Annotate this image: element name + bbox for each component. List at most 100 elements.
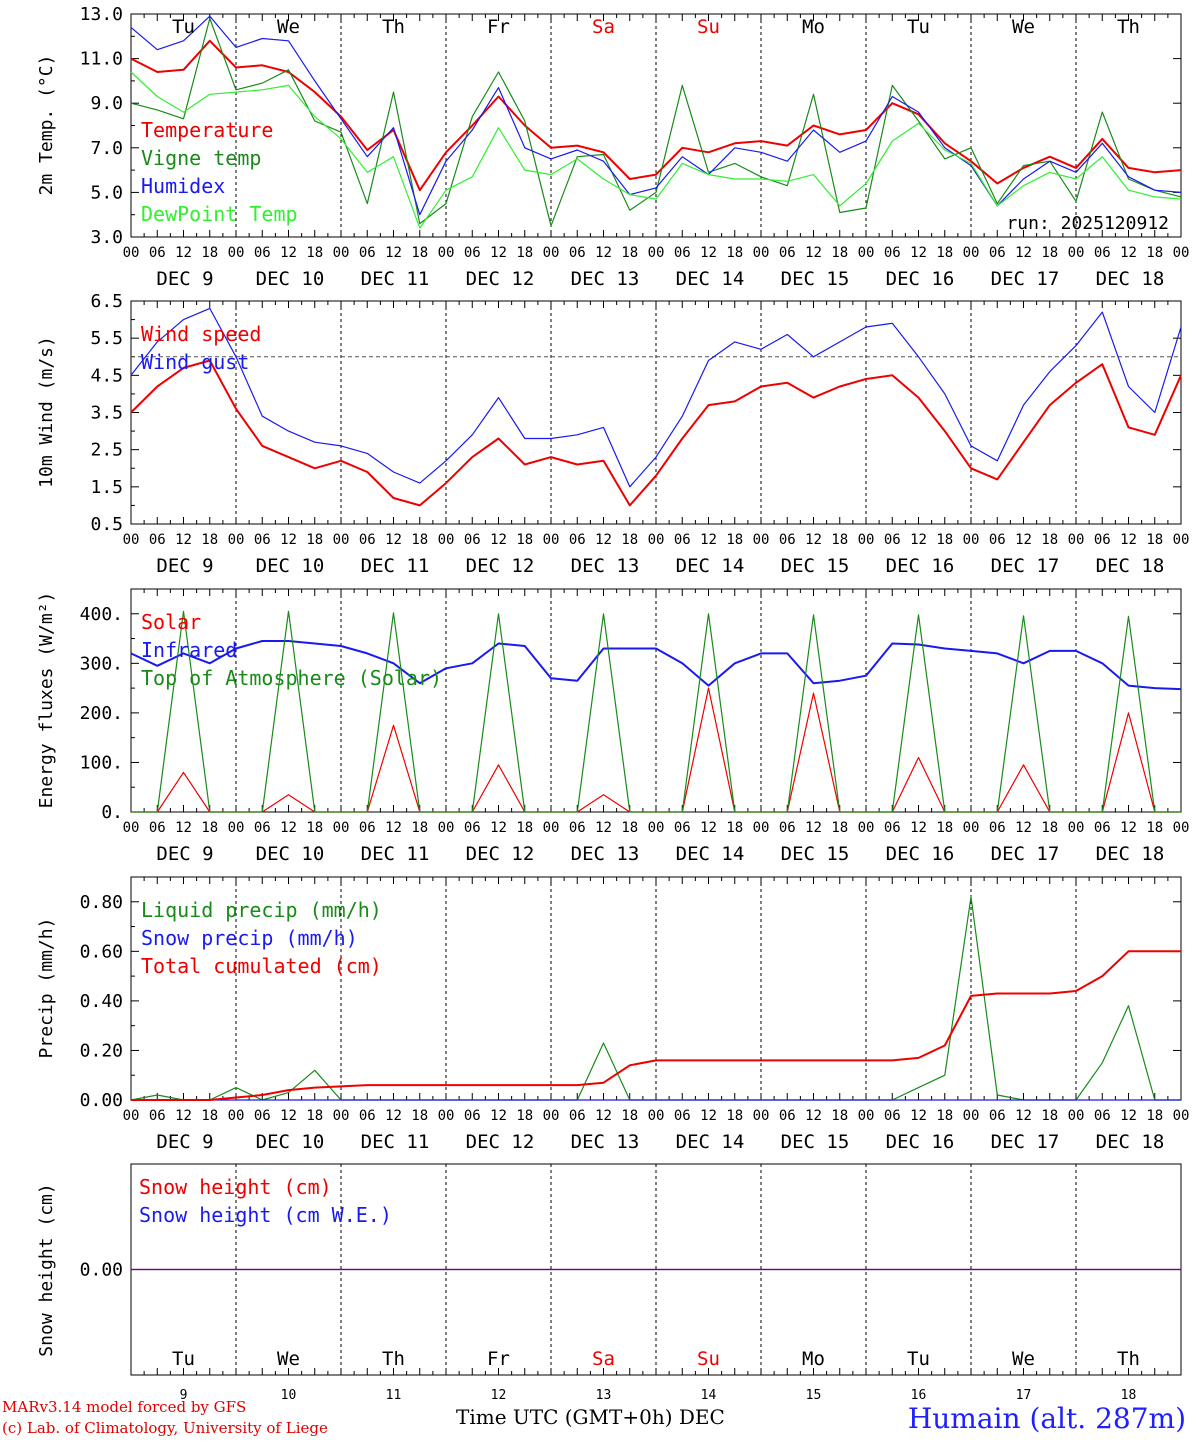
y-tick-label: 200. bbox=[80, 703, 123, 724]
hour-tick-label: 06 bbox=[569, 245, 586, 261]
date-label: DEC 11 bbox=[361, 555, 430, 577]
hour-tick-label: 06 bbox=[1094, 245, 1111, 261]
hour-tick-label: 12 bbox=[805, 820, 822, 836]
y-tick-label: 2.5 bbox=[90, 440, 123, 461]
y-tick-label: 1.5 bbox=[90, 477, 123, 498]
x-axis-title: Time UTC (GMT+0h) DEC bbox=[456, 1405, 725, 1429]
hour-tick-label: 12 bbox=[595, 820, 612, 836]
hour-tick-label: 06 bbox=[1094, 1108, 1111, 1124]
hour-tick-label: 12 bbox=[1120, 820, 1137, 836]
hour-tick-label: 00 bbox=[438, 820, 455, 836]
hour-tick-label: 12 bbox=[1120, 532, 1137, 548]
date-label: DEC 17 bbox=[991, 268, 1060, 290]
hour-tick-label: 12 bbox=[280, 820, 297, 836]
hour-tick-label: 18 bbox=[306, 820, 323, 836]
hour-tick-label: 06 bbox=[779, 1108, 796, 1124]
date-number: 15 bbox=[806, 1388, 822, 1403]
hour-tick-label: 06 bbox=[359, 532, 376, 548]
hour-tick-label: 18 bbox=[201, 1108, 218, 1124]
hour-tick-label: 18 bbox=[1146, 1108, 1163, 1124]
date-label: DEC 16 bbox=[886, 555, 955, 577]
hour-tick-label: 00 bbox=[333, 532, 350, 548]
hour-tick-label: 06 bbox=[149, 820, 166, 836]
date-label: DEC 11 bbox=[361, 1131, 430, 1153]
hour-tick-label: 18 bbox=[411, 245, 428, 261]
hour-tick-label: 18 bbox=[1146, 532, 1163, 548]
hour-tick-label: 12 bbox=[910, 245, 927, 261]
hour-tick-label: 12 bbox=[700, 1108, 717, 1124]
hour-tick-label: 06 bbox=[464, 245, 481, 261]
hour-tick-label: 00 bbox=[333, 1108, 350, 1124]
hour-tick-label: 18 bbox=[411, 532, 428, 548]
hour-tick-label: 12 bbox=[1120, 245, 1137, 261]
hour-tick-label: 12 bbox=[175, 245, 192, 261]
hour-tick-label: 12 bbox=[1015, 245, 1032, 261]
hour-tick-label: 18 bbox=[201, 532, 218, 548]
date-number: 17 bbox=[1016, 1388, 1032, 1403]
hour-tick-label: 12 bbox=[595, 1108, 612, 1124]
date-label: DEC 11 bbox=[361, 268, 430, 290]
date-label: DEC 16 bbox=[886, 268, 955, 290]
y-axis-label: Snow height (cm) bbox=[36, 1183, 57, 1356]
y-tick-label: 7.0 bbox=[90, 138, 123, 159]
y-tick-label: 300. bbox=[80, 653, 123, 674]
legend-entry: Temperature bbox=[141, 118, 273, 142]
hour-tick-label: 18 bbox=[1041, 820, 1058, 836]
hour-tick-label: 12 bbox=[280, 245, 297, 261]
legend-entry: Wind gust bbox=[141, 350, 249, 374]
hour-tick-label: 00 bbox=[963, 245, 980, 261]
date-label: DEC 10 bbox=[256, 843, 325, 865]
series-line bbox=[130, 71, 1182, 229]
hour-tick-label: 18 bbox=[936, 1108, 953, 1124]
legend-entry: Snow precip (mm/h) bbox=[141, 926, 358, 950]
hour-tick-label: 12 bbox=[490, 245, 507, 261]
hour-tick-label: 06 bbox=[569, 820, 586, 836]
hour-tick-label: 06 bbox=[884, 532, 901, 548]
y-axis-label: 2m Temp. (°C) bbox=[36, 55, 57, 196]
date-label: DEC 9 bbox=[156, 1131, 213, 1153]
weekday-label: Th bbox=[1117, 1348, 1140, 1370]
series-line bbox=[130, 307, 1182, 488]
y-tick-label: 4.5 bbox=[90, 365, 123, 386]
date-label: DEC 15 bbox=[781, 555, 850, 577]
weekday-label: Tu bbox=[172, 1348, 195, 1370]
y-tick-label: 5.0 bbox=[90, 182, 123, 203]
run-label: run: 2025120912 bbox=[1006, 213, 1169, 234]
weekday-label: Sa bbox=[592, 1348, 615, 1370]
hour-tick-label: 12 bbox=[385, 245, 402, 261]
hour-tick-label: 06 bbox=[674, 532, 691, 548]
hour-tick-label: 00 bbox=[648, 820, 665, 836]
hour-tick-label: 00 bbox=[1173, 1108, 1190, 1124]
hour-tick-label: 06 bbox=[1094, 532, 1111, 548]
date-label: DEC 12 bbox=[466, 1131, 535, 1153]
date-label: DEC 10 bbox=[256, 1131, 325, 1153]
hour-tick-label: 00 bbox=[1068, 820, 1085, 836]
hour-tick-label: 00 bbox=[753, 532, 770, 548]
hour-tick-label: 06 bbox=[569, 532, 586, 548]
weekday-label: Su bbox=[697, 16, 720, 38]
date-label: DEC 17 bbox=[991, 843, 1060, 865]
lab-credit: (c) Lab. of Climatology, University of L… bbox=[2, 1419, 328, 1437]
date-number: 14 bbox=[701, 1388, 717, 1403]
hour-tick-label: 00 bbox=[858, 245, 875, 261]
hour-tick-label: 12 bbox=[1015, 820, 1032, 836]
series-line bbox=[131, 950, 1181, 1101]
hour-tick-label: 06 bbox=[884, 1108, 901, 1124]
date-label: DEC 12 bbox=[466, 843, 535, 865]
y-tick-label: 0.5 bbox=[90, 514, 123, 535]
y-tick-label: 0.00 bbox=[80, 1090, 123, 1111]
hour-tick-label: 06 bbox=[779, 820, 796, 836]
y-tick-label: 3.5 bbox=[90, 403, 123, 424]
hour-tick-label: 18 bbox=[306, 532, 323, 548]
hour-tick-label: 18 bbox=[306, 245, 323, 261]
hour-tick-label: 06 bbox=[779, 532, 796, 548]
weekday-label: We bbox=[1012, 1348, 1035, 1370]
hour-tick-label: 00 bbox=[228, 1108, 245, 1124]
hour-tick-label: 18 bbox=[621, 245, 638, 261]
hour-tick-label: 06 bbox=[779, 245, 796, 261]
hour-tick-label: 00 bbox=[753, 245, 770, 261]
hour-tick-label: 00 bbox=[1068, 245, 1085, 261]
date-number: 9 bbox=[180, 1388, 188, 1403]
hour-tick-label: 00 bbox=[333, 820, 350, 836]
